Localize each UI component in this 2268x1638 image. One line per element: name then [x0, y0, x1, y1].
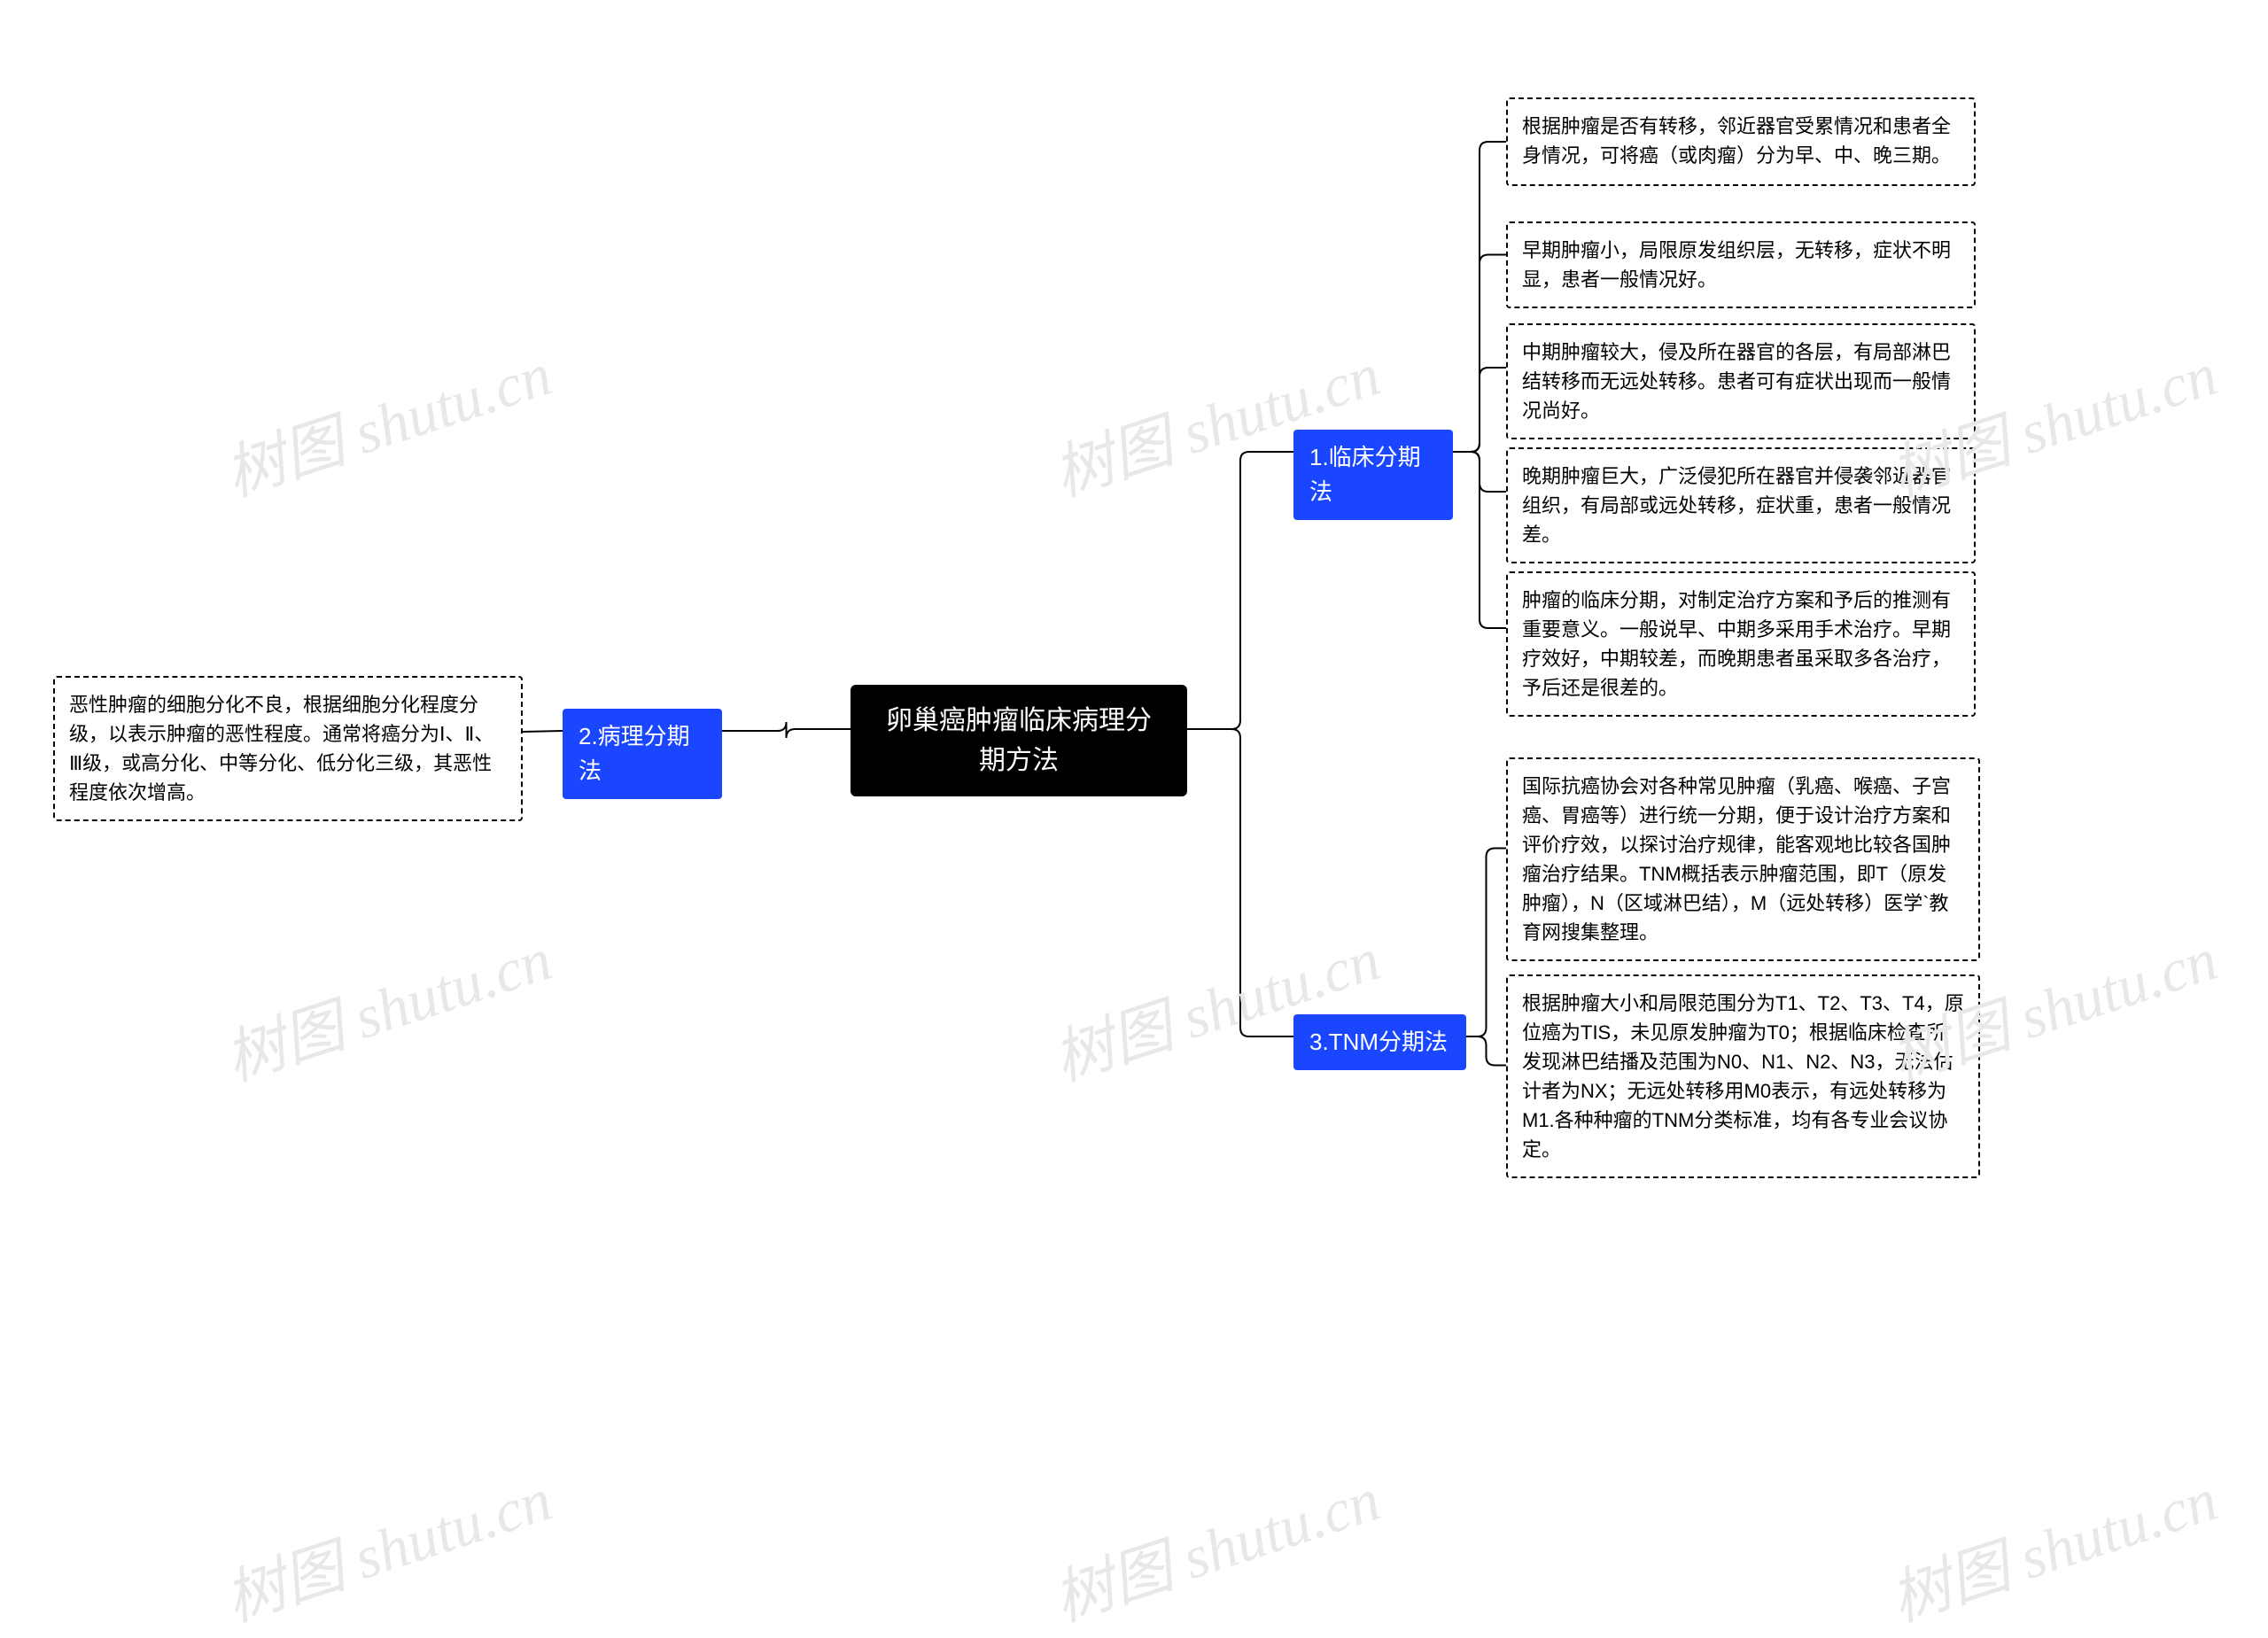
watermark: 树图 shutu.cn [1877, 1450, 2225, 1638]
leaf-b1-0: 根据肿瘤是否有转移，邻近器官受累情况和患者全身情况，可将癌（或肉瘤）分为早、中、… [1506, 97, 1976, 186]
branch-b2: 2.病理分期法 [563, 709, 722, 799]
root-node: 卵巢癌肿瘤临床病理分期方法 [850, 685, 1187, 796]
leaf-b1-2: 中期肿瘤较大，侵及所在器官的各层，有局部淋巴结转移而无远处转移。患者可有症状出现… [1506, 323, 1976, 439]
branch-b3: 3.TNM分期法 [1293, 1014, 1466, 1070]
branch-b1: 1.临床分期法 [1293, 430, 1453, 520]
leaf-b3-1: 根据肿瘤大小和局限范围分为T1、T2、T3、T4，原位癌为TIS，未见原发肿瘤为… [1506, 974, 1980, 1178]
leaf-b3-0: 国际抗癌协会对各种常见肿瘤（乳癌、喉癌、子宫癌、胃癌等）进行统一分期，便于设计治… [1506, 757, 1980, 961]
watermark: 树图 shutu.cn [212, 1450, 560, 1638]
watermark: 树图 shutu.cn [1040, 1450, 1388, 1638]
watermark: 树图 shutu.cn [212, 910, 560, 1098]
leaf-b1-3: 晚期肿瘤巨大，广泛侵犯所在器官并侵袭邻近器官组织，有局部或远处转移，症状重，患者… [1506, 447, 1976, 563]
watermark: 树图 shutu.cn [212, 325, 560, 513]
leaf-b2-0: 恶性肿瘤的细胞分化不良，根据细胞分化程度分级，以表示肿瘤的恶性程度。通常将癌分为… [53, 676, 523, 821]
leaf-b1-4: 肿瘤的临床分期，对制定治疗方案和予后的推测有重要意义。一般说早、中期多采用手术治… [1506, 571, 1976, 717]
leaf-b1-1: 早期肿瘤小，局限原发组织层，无转移，症状不明显，患者一般情况好。 [1506, 221, 1976, 308]
